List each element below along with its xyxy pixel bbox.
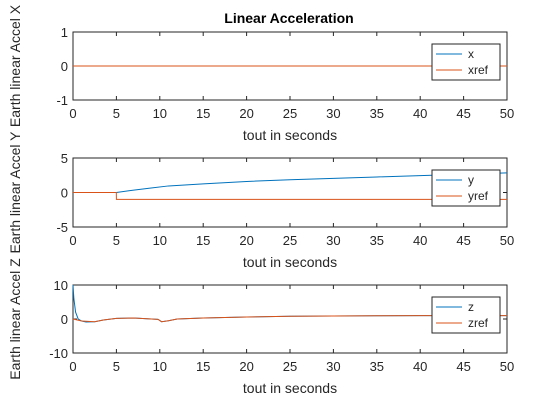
- x-tick-label: 35: [370, 106, 384, 121]
- y-tick-label: 0: [61, 186, 68, 201]
- x-tick-label: 45: [456, 106, 470, 121]
- legend-box: [431, 169, 501, 207]
- x-tick-label: 0: [69, 106, 76, 121]
- x-tick-label: 5: [113, 106, 120, 121]
- x-tick-label: 10: [153, 233, 167, 248]
- x-tick-label: 50: [500, 359, 514, 374]
- x-tick-label: 20: [239, 233, 253, 248]
- y-tick-label: 1: [61, 25, 68, 40]
- legend-label: yref: [468, 189, 489, 203]
- x-tick-label: 50: [500, 233, 514, 248]
- x-tick-label: 20: [239, 359, 253, 374]
- legend-label: zref: [468, 316, 489, 330]
- x-tick-label: 45: [456, 233, 470, 248]
- figure-title: Linear Acceleration: [224, 10, 353, 26]
- x-tick-label: 30: [326, 233, 340, 248]
- y-tick-label: -5: [56, 220, 68, 235]
- y-tick-label: -1: [56, 93, 68, 108]
- legend: y yref: [431, 169, 501, 207]
- x-tick-label: 50: [500, 106, 514, 121]
- x-tick-label: 20: [239, 106, 253, 121]
- x-tick-label: 15: [196, 233, 210, 248]
- legend-label: xref: [468, 63, 489, 77]
- y-axis-label: Earth linear Accel Y: [7, 131, 23, 254]
- legend: x xref: [431, 43, 501, 81]
- series-line-y: [73, 172, 508, 193]
- x-tick-label: 40: [413, 359, 427, 374]
- x-tick-label: 35: [370, 359, 384, 374]
- x-tick-label: 30: [326, 106, 340, 121]
- x-tick-label: 5: [113, 233, 120, 248]
- x-tick-label: 15: [196, 106, 210, 121]
- x-tick-label: 0: [69, 233, 76, 248]
- y-tick-label: -10: [49, 346, 68, 361]
- x-axis-label: tout in seconds: [243, 380, 337, 396]
- x-tick-label: 10: [153, 359, 167, 374]
- y-tick-label: 0: [61, 59, 68, 74]
- legend: z zref: [431, 296, 501, 334]
- x-tick-label: 25: [283, 359, 297, 374]
- x-tick-label: 40: [413, 233, 427, 248]
- legend-box: [431, 296, 501, 334]
- x-tick-label: 35: [370, 233, 384, 248]
- x-axis-label: tout in seconds: [243, 127, 337, 143]
- series-line-yref: [73, 192, 507, 200]
- legend-box: [431, 43, 501, 81]
- x-tick-label: 25: [283, 106, 297, 121]
- x-axis-label: tout in seconds: [243, 254, 337, 270]
- y-tick-label: 0: [61, 312, 68, 327]
- series-line-zref: [72, 315, 507, 323]
- x-tick-label: 25: [283, 233, 297, 248]
- x-tick-label: 30: [326, 359, 340, 374]
- legend-label: x: [468, 47, 474, 61]
- x-tick-label: 40: [413, 106, 427, 121]
- x-tick-label: 0: [69, 359, 76, 374]
- y-tick-label: 10: [54, 278, 68, 293]
- legend-label: z: [468, 300, 474, 314]
- y-axis-label: Earth linear Accel X: [7, 4, 23, 127]
- y-axis-label: Earth linear Accel Z: [7, 258, 23, 380]
- x-tick-label: 5: [113, 359, 120, 374]
- x-tick-label: 15: [196, 359, 210, 374]
- legend-label: y: [468, 173, 474, 187]
- x-tick-label: 45: [456, 359, 470, 374]
- x-tick-label: 10: [153, 106, 167, 121]
- y-tick-label: 5: [61, 151, 68, 166]
